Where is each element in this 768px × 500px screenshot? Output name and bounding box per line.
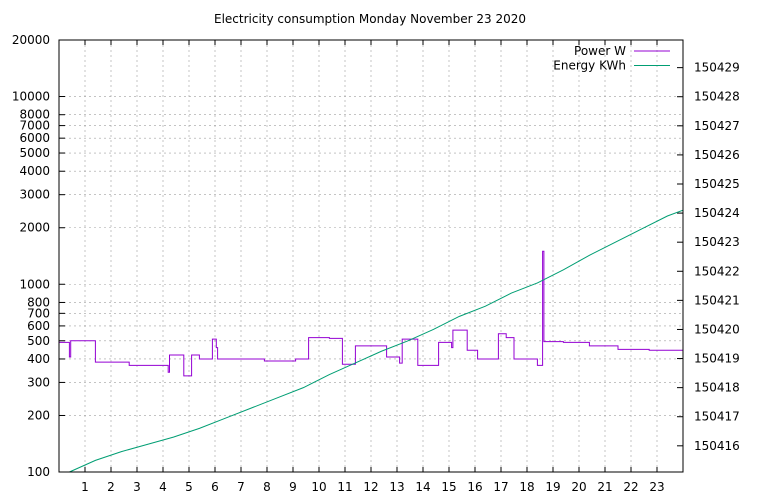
y2-tick-label: 150428 <box>694 90 740 104</box>
x-tick-label: 5 <box>185 480 193 494</box>
plot-frame <box>58 39 684 473</box>
x-tick-label: 1 <box>81 480 89 494</box>
y-tick-label: 800 <box>27 295 50 309</box>
x-tick-label: 18 <box>519 480 534 494</box>
axis-ticks: 1 2 3 4 5 6 7 8 9 10 11 12 13 14 15 16 17 18 19 20 21 22 23100… <box>12 33 740 494</box>
legend-label: Energy KWh <box>553 59 626 73</box>
y2-tick-label: 150426 <box>694 148 740 162</box>
y2-tick-label: 150417 <box>694 410 740 424</box>
y2-tick-label: 150424 <box>694 206 740 220</box>
y2-tick-label: 150416 <box>694 439 740 453</box>
x-tick-label: 9 <box>289 480 297 494</box>
y2-tick-label: 150425 <box>694 177 740 191</box>
x-tick-label: 11 <box>337 480 352 494</box>
energy-series-line <box>69 209 684 473</box>
series-layer <box>59 209 684 473</box>
x-tick-label: 7 <box>237 480 245 494</box>
y-tick-label: 7000 <box>19 119 50 133</box>
y-tick-label: 200 <box>27 408 50 422</box>
y-tick-label: 700 <box>27 306 50 320</box>
x-tick-label: 2 <box>107 480 115 494</box>
x-tick-label: 15 <box>441 480 456 494</box>
y-tick-label: 20000 <box>12 33 50 47</box>
x-tick-label: 13 <box>389 480 404 494</box>
y-tick-label: 6000 <box>19 131 50 145</box>
x-tick-label: 17 <box>493 480 508 494</box>
y2-tick-label: 150419 <box>694 352 740 366</box>
x-tick-label: 12 <box>363 480 378 494</box>
x-tick-label: 22 <box>623 480 638 494</box>
y-tick-label: 600 <box>27 319 50 333</box>
x-tick-label: 23 <box>649 480 664 494</box>
legend-label: Power W <box>574 44 626 58</box>
x-tick-label: 14 <box>415 480 430 494</box>
x-tick-label: 4 <box>159 480 167 494</box>
x-tick-label: 19 <box>545 480 560 494</box>
y-tick-label: 5000 <box>19 146 50 160</box>
y-tick-label: 2000 <box>19 221 50 235</box>
y-tick-label: 10000 <box>12 90 50 104</box>
y-tick-label: 3000 <box>19 188 50 202</box>
y-tick-label: 400 <box>27 352 50 366</box>
grid <box>59 40 683 472</box>
x-tick-label: 8 <box>263 480 271 494</box>
x-tick-label: 3 <box>133 480 141 494</box>
y2-tick-label: 150423 <box>694 235 740 249</box>
x-tick-label: 10 <box>311 480 326 494</box>
y2-tick-label: 150422 <box>694 264 740 278</box>
y2-tick-label: 150421 <box>694 293 740 307</box>
y-tick-label: 500 <box>27 334 50 348</box>
x-tick-label: 21 <box>597 480 612 494</box>
chart-title: Electricity consumption Monday November … <box>214 12 526 26</box>
y2-tick-label: 150418 <box>694 381 740 395</box>
y-tick-label: 8000 <box>19 108 50 122</box>
y2-tick-label: 150420 <box>694 322 740 336</box>
y-tick-label: 100 <box>27 465 50 479</box>
y-tick-label: 4000 <box>19 164 50 178</box>
x-tick-label: 20 <box>571 480 586 494</box>
x-tick-label: 16 <box>467 480 482 494</box>
x-tick-label: 6 <box>211 480 219 494</box>
y2-tick-label: 150429 <box>694 61 740 75</box>
y-tick-label: 300 <box>27 375 50 389</box>
power-series-line <box>59 250 683 377</box>
y2-tick-label: 150427 <box>694 119 740 133</box>
y-tick-label: 1000 <box>19 277 50 291</box>
